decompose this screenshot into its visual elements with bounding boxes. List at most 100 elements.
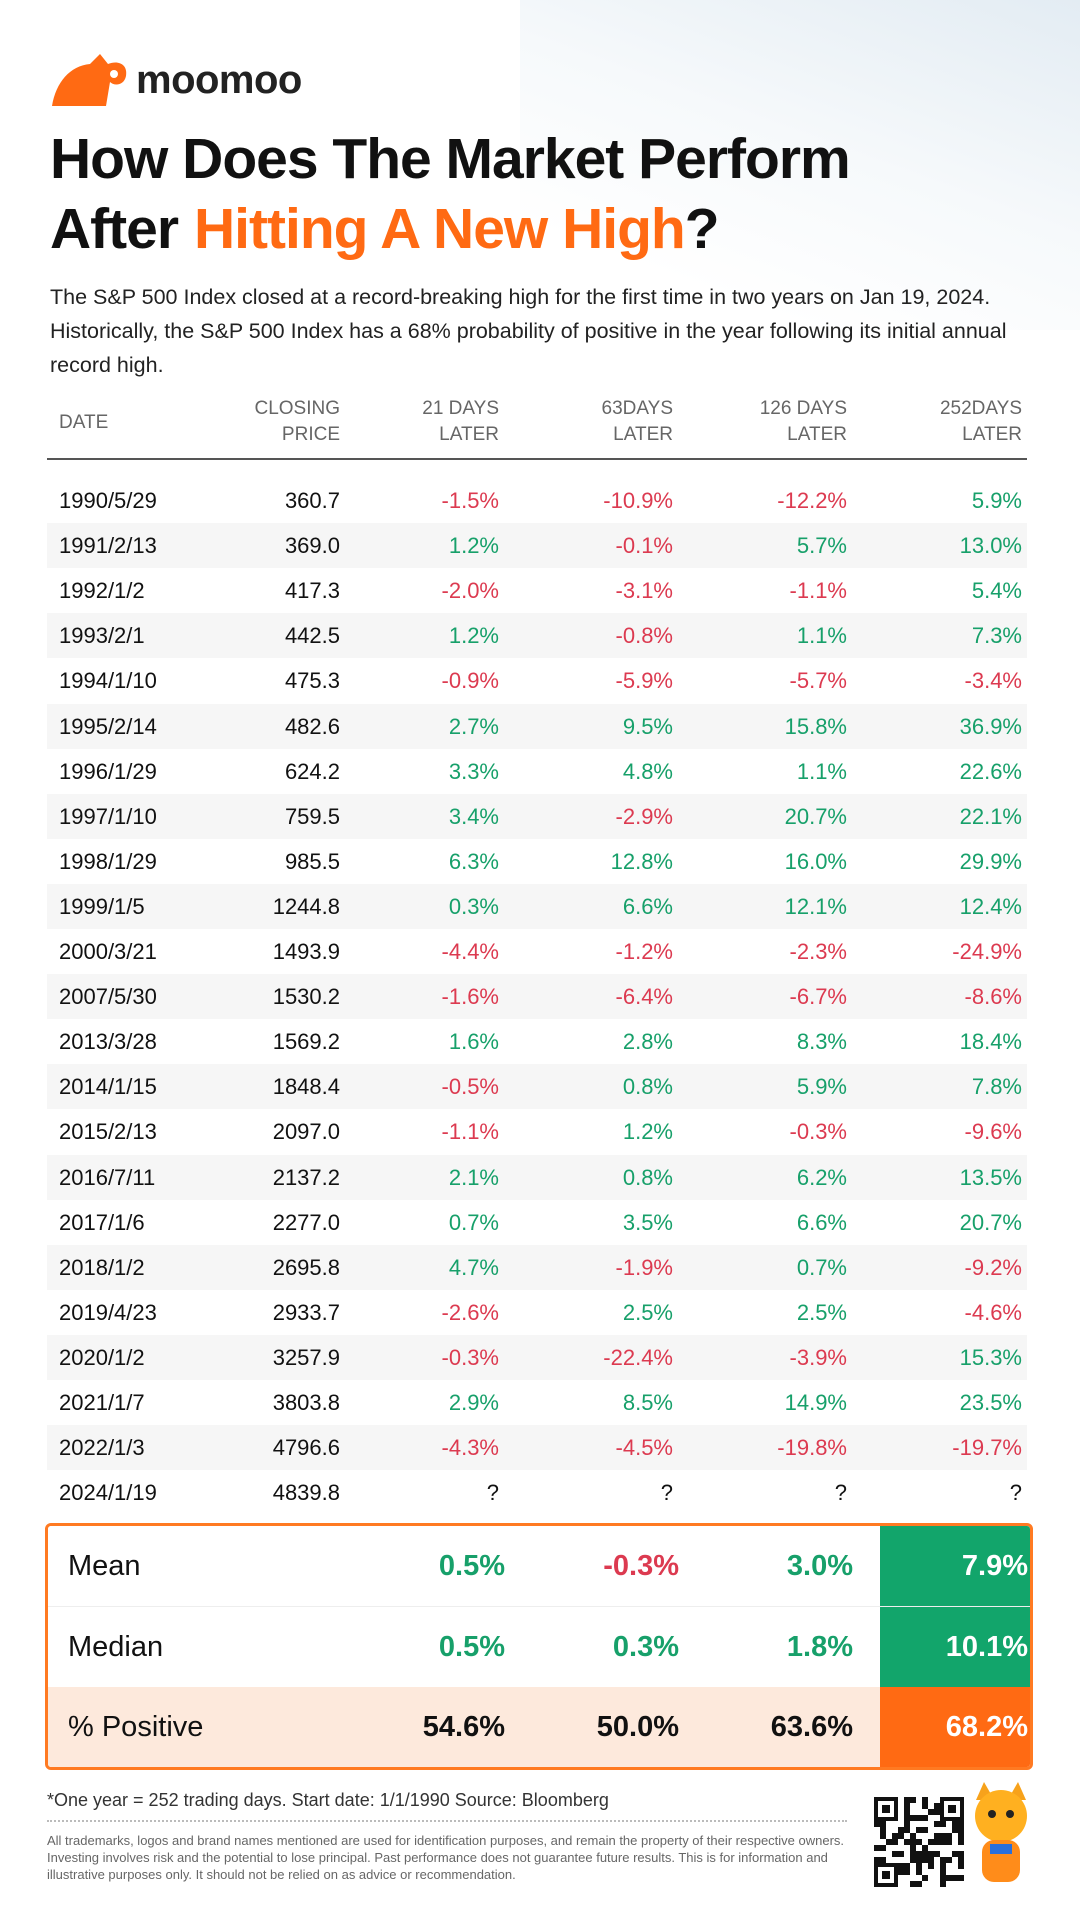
- mascot: [975, 1782, 1027, 1882]
- qr-module: [880, 1857, 886, 1863]
- table-cell: 2137.2: [272, 1164, 340, 1190]
- table-cell: -4.6%: [964, 1299, 1022, 1325]
- table-cell: 2016/7/11: [59, 1164, 156, 1190]
- qr-module: [934, 1821, 940, 1827]
- table-cell: 36.9%: [959, 713, 1022, 739]
- summary-cell: 3.0%: [786, 1550, 853, 1582]
- table-cell: 13.0%: [959, 533, 1022, 559]
- table-cell: 369.0: [284, 533, 340, 559]
- table-cell: -3.4%: [964, 668, 1022, 694]
- qr-module: [916, 1881, 922, 1887]
- qr-module: [916, 1839, 922, 1845]
- qr-module: [928, 1863, 934, 1869]
- qr-module: [958, 1833, 964, 1839]
- table-cell: -9.2%: [964, 1254, 1022, 1280]
- qr-module: [922, 1803, 928, 1809]
- qr-module: [952, 1851, 958, 1857]
- table-cell: -22.4%: [603, 1344, 673, 1370]
- qr-module: [880, 1821, 886, 1827]
- qr-module: [958, 1851, 964, 1857]
- qr-module: [910, 1797, 916, 1803]
- column-header-line: LATER: [962, 424, 1022, 445]
- table-cell: -6.4%: [615, 984, 673, 1010]
- table-cell: 2015/2/13: [59, 1119, 157, 1145]
- table-cell: -24.9%: [952, 939, 1022, 964]
- summary-row: Median 0.5% 0.3% 1.8% 10.1%: [48, 1606, 1030, 1689]
- table-cell: 6.3%: [448, 848, 499, 874]
- table-row: 2019/4/23 2933.7 -2.6% 2.5% 2.5% -4.6%: [47, 1290, 1027, 1335]
- table-cell: 985.5: [284, 848, 340, 874]
- qr-module: [874, 1821, 880, 1827]
- table-row: 2014/1/15 1848.4 -0.5% 0.8% 5.9% 7.8%: [47, 1064, 1027, 1110]
- table-cell: 2.7%: [448, 713, 499, 739]
- table-cell: -4.5%: [615, 1435, 673, 1461]
- table-row: 2015/2/13 2097.0 -1.1% 1.2% -0.3% -9.6%: [47, 1109, 1027, 1154]
- qr-module: [952, 1821, 958, 1827]
- qr-module: [934, 1851, 940, 1857]
- summary-row: % Positive 54.6% 50.0% 63.6% 68.2%: [48, 1686, 1030, 1767]
- footnote: *One year = 252 trading days. Start date…: [47, 1790, 609, 1810]
- table-row: 1995/2/14 482.6 2.7% 9.5% 15.8% 36.9%: [47, 703, 1027, 749]
- table-cell: 442.5: [284, 623, 340, 649]
- title-text: After: [50, 197, 179, 261]
- table-cell: 1992/1/2: [59, 578, 145, 604]
- qr-module: [874, 1857, 880, 1863]
- table-cell: -3.1%: [615, 578, 673, 604]
- qr-module: [916, 1863, 922, 1869]
- qr-module: [948, 1805, 956, 1813]
- summary-cell: 0.5%: [438, 1550, 505, 1582]
- table-cell: -12.2%: [777, 488, 847, 513]
- table-cell: -1.1%: [441, 1119, 499, 1145]
- table-cell: 2.1%: [448, 1164, 499, 1190]
- table-cell: 3.5%: [622, 1209, 673, 1235]
- column-header-line: 252DAYS: [939, 398, 1022, 419]
- table-row: 2018/1/2 2695.8 4.7% -1.9% 0.7% -9.2%: [47, 1244, 1027, 1290]
- table-cell: -2.3%: [789, 939, 847, 964]
- table-cell: 6.6%: [622, 893, 673, 919]
- table-cell: 1.2%: [448, 623, 499, 649]
- table-cell: 475.3: [284, 668, 340, 694]
- table-cell: -10.9%: [603, 488, 673, 513]
- summary-cell: 50.0%: [596, 1710, 679, 1743]
- qr-module: [940, 1821, 946, 1827]
- table-cell: 22.1%: [959, 803, 1022, 829]
- qr-module: [874, 1845, 880, 1851]
- table-row: 1996/1/29 624.2 3.3% 4.8% 1.1% 22.6%: [47, 749, 1027, 794]
- table-cell: ?: [1009, 1480, 1022, 1506]
- qr-module: [898, 1833, 904, 1839]
- table-row: 1993/2/1 442.5 1.2% -0.8% 1.1% 7.3%: [47, 613, 1027, 659]
- qr-module: [898, 1827, 904, 1833]
- table-cell: -1.9%: [615, 1254, 673, 1280]
- qr-module: [928, 1839, 934, 1845]
- table-cell: 1244.8: [272, 893, 340, 919]
- qr-module: [898, 1869, 904, 1875]
- qr-module: [904, 1809, 910, 1815]
- table-cell: 1997/1/10: [59, 803, 157, 829]
- column-header-line: LATER: [787, 424, 847, 445]
- table-cell: 2933.7: [272, 1299, 340, 1325]
- qr-module: [882, 1871, 890, 1879]
- table-cell: ?: [486, 1480, 499, 1506]
- table-row: 1991/2/13 369.0 1.2% -0.1% 5.7% 13.0%: [47, 523, 1027, 569]
- table-cell: -3.9%: [789, 1344, 847, 1370]
- summary-cell: 63.6%: [770, 1710, 853, 1743]
- table-cell: -2.9%: [615, 803, 673, 829]
- table-cell: 1996/1/29: [59, 758, 157, 784]
- column-header-line: DATE: [59, 412, 109, 433]
- table-cell: 1991/2/13: [59, 533, 157, 559]
- table-cell: -0.3%: [789, 1119, 847, 1145]
- qr-module: [946, 1875, 952, 1881]
- qr-module: [886, 1839, 892, 1845]
- table-cell: 5.7%: [796, 533, 847, 559]
- table-cell: -0.9%: [441, 668, 499, 694]
- table-cell: 7.3%: [971, 623, 1022, 649]
- qr-module: [928, 1809, 934, 1815]
- qr-code: [874, 1797, 964, 1887]
- qr-module: [892, 1833, 898, 1839]
- table-row: 1992/1/2 417.3 -2.0% -3.1% -1.1% 5.4%: [47, 568, 1027, 613]
- qr-module: [910, 1839, 916, 1845]
- summary-box: Mean 0.5% -0.3% 3.0% 7.9% Median 0.5% 0.3% 1.8% 1…: [45, 1523, 1033, 1770]
- qr-module: [880, 1833, 886, 1839]
- qr-module: [922, 1857, 928, 1863]
- column-header-line: 21 DAYS: [422, 398, 499, 419]
